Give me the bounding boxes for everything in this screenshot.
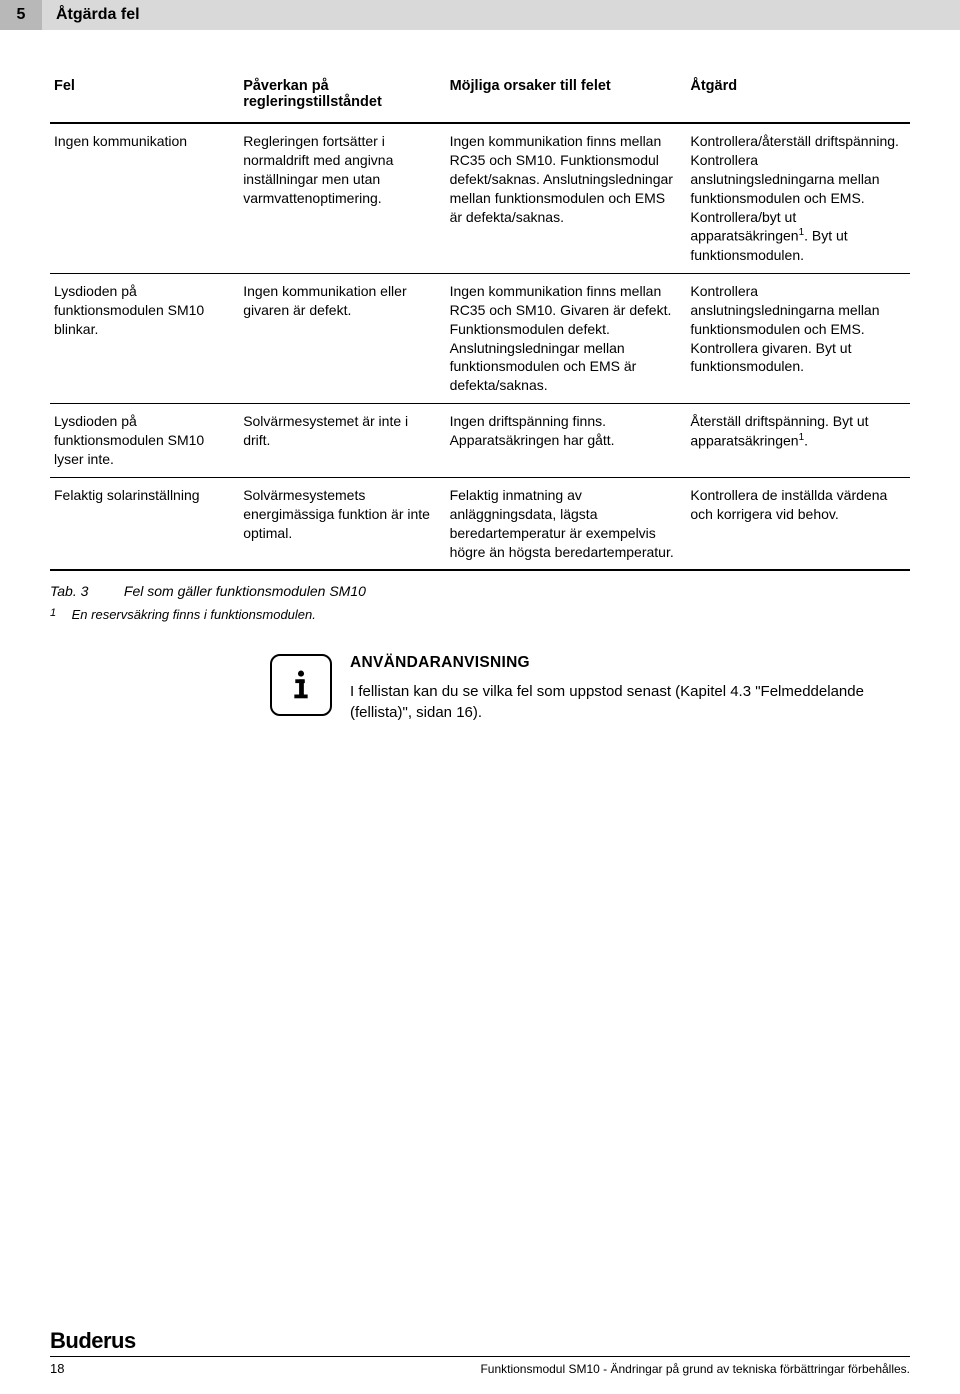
info-icon [270,654,332,716]
superscript: 1 [799,432,805,443]
table-caption: Tab. 3 Fel som gäller funktionsmodulen S… [50,583,910,599]
col-header-orsaker: Möjliga orsaker till felet [446,70,687,123]
cell-fel: Ingen kommunikation [50,123,239,273]
info-block: ANVÄNDARANVISNING I fellistan kan du se … [270,654,910,723]
info-body: I fellistan kan du se vilka fel som upps… [350,682,910,723]
chapter-number: 5 [0,0,42,30]
cell-atgard: Återställ driftspänning. Byt ut apparats… [686,404,910,478]
info-text-block: ANVÄNDARANVISNING I fellistan kan du se … [350,654,910,723]
page-footer: 18 Funktionsmodul SM10 - Ändringar på gr… [50,1356,910,1376]
table-footnote: 1 En reservsäkring finns i funktionsmodu… [50,607,910,622]
chapter-header: 5 Åtgärda fel [0,0,960,30]
cell-orsaker: Ingen kommunikation finns mellan RC35 oc… [446,123,687,273]
fault-table: Fel Påverkan på regleringstillståndet Mö… [50,70,910,571]
brand-logo: Buderus [50,1328,136,1354]
page-content: Fel Påverkan på regleringstillståndet Mö… [0,70,960,723]
cell-orsaker: Felaktig inmatning av anläggningsdata, l… [446,477,687,570]
footnote-number: 1 [50,607,68,619]
cell-paverkan: Solvärmesystemet är inte i drift. [239,404,445,478]
cell-atgard: Kontrollera/återställ driftspänning. Kon… [686,123,910,273]
table-row: Lysdioden på funktionsmodulen SM10 lyser… [50,404,910,478]
footer-right-text: Funktionsmodul SM10 - Ändringar på grund… [480,1362,910,1376]
caption-text: Fel som gäller funktionsmodulen SM10 [124,583,366,599]
page-number: 18 [50,1361,64,1376]
table-header-row: Fel Påverkan på regleringstillståndet Mö… [50,70,910,123]
table-row: Lysdioden på funktionsmodulen SM10 blink… [50,273,910,403]
cell-fel: Felaktig solarinställning [50,477,239,570]
table-row: Felaktig solarinställningSolvärmesysteme… [50,477,910,570]
col-header-atgard: Åtgärd [686,70,910,123]
footnote-text: En reservsäkring finns i funktionsmodule… [72,607,316,622]
cell-orsaker: Ingen kommunikation finns mellan RC35 oc… [446,273,687,403]
superscript: 1 [799,227,805,238]
table-body: Ingen kommunikationRegleringen fortsätte… [50,123,910,570]
chapter-title: Åtgärda fel [42,0,960,30]
cell-fel: Lysdioden på funktionsmodulen SM10 blink… [50,273,239,403]
cell-paverkan: Regleringen fortsätter i normaldrift med… [239,123,445,273]
info-heading: ANVÄNDARANVISNING [350,654,910,672]
cell-atgard: Kontrollera anslutningsledningarna mella… [686,273,910,403]
cell-paverkan: Ingen kommunikation eller givaren är def… [239,273,445,403]
table-row: Ingen kommunikationRegleringen fortsätte… [50,123,910,273]
cell-orsaker: Ingen driftspänning finns. Apparatsäkrin… [446,404,687,478]
caption-label: Tab. 3 [50,583,120,599]
cell-fel: Lysdioden på funktionsmodulen SM10 lyser… [50,404,239,478]
cell-atgard: Kontrollera de inställda värdena och kor… [686,477,910,570]
col-header-paverkan: Påverkan på regleringstillståndet [239,70,445,123]
cell-paverkan: Solvärmesystemets energimässiga funktion… [239,477,445,570]
col-header-fel: Fel [50,70,239,123]
